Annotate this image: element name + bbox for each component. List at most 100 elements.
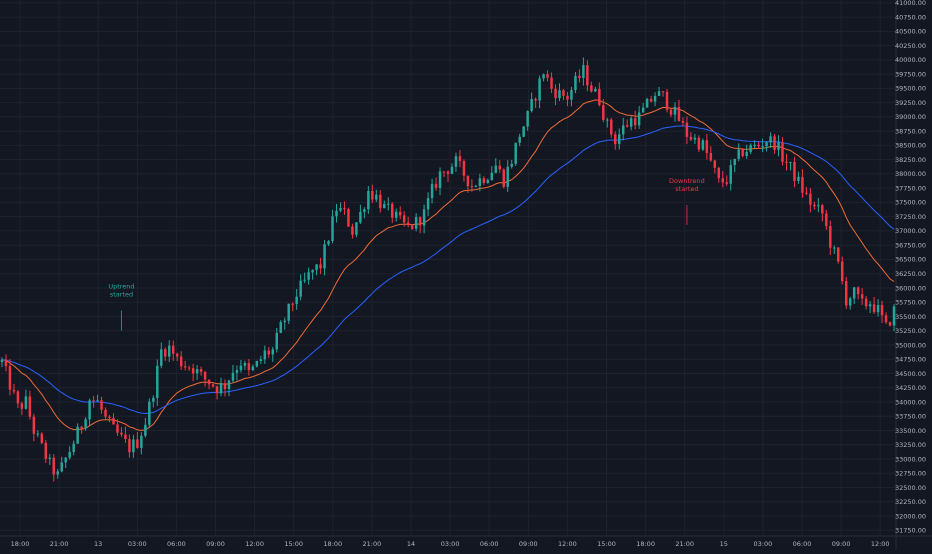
candle[interactable] bbox=[60, 456, 63, 473]
candle[interactable] bbox=[239, 359, 243, 373]
candle[interactable] bbox=[530, 92, 533, 113]
candle[interactable] bbox=[56, 468, 59, 479]
candle[interactable] bbox=[602, 99, 605, 123]
candle[interactable] bbox=[16, 389, 20, 408]
candle[interactable] bbox=[522, 125, 525, 138]
candle[interactable] bbox=[681, 117, 685, 127]
candle[interactable] bbox=[582, 57, 585, 86]
candle[interactable] bbox=[235, 365, 239, 381]
candle[interactable] bbox=[442, 171, 446, 177]
candle[interactable] bbox=[769, 132, 772, 148]
price-axis[interactable]: 31750.00 32000.00 32250.00 32500.00 32750.00… bbox=[895, 0, 926, 550]
candle[interactable] bbox=[128, 434, 131, 458]
candle[interactable] bbox=[144, 417, 147, 438]
candle[interactable] bbox=[498, 160, 502, 173]
candle[interactable] bbox=[426, 192, 430, 216]
candle[interactable] bbox=[227, 379, 231, 397]
candle[interactable] bbox=[510, 160, 513, 169]
candle[interactable] bbox=[852, 286, 856, 305]
candle[interactable] bbox=[8, 359, 12, 396]
candle[interactable] bbox=[697, 135, 701, 153]
candle[interactable] bbox=[793, 156, 796, 188]
candle[interactable] bbox=[351, 223, 354, 239]
candle[interactable] bbox=[574, 71, 577, 94]
candle[interactable] bbox=[884, 312, 888, 325]
candle[interactable] bbox=[96, 394, 99, 402]
candle[interactable] bbox=[339, 202, 342, 213]
candle[interactable] bbox=[554, 84, 557, 106]
candle[interactable] bbox=[398, 206, 402, 220]
candle[interactable] bbox=[175, 352, 179, 362]
candle[interactable] bbox=[191, 363, 195, 382]
candle[interactable] bbox=[319, 257, 322, 275]
candle[interactable] bbox=[876, 299, 880, 317]
candle[interactable] bbox=[848, 296, 852, 310]
candle[interactable] bbox=[164, 347, 167, 361]
candle[interactable] bbox=[148, 398, 151, 429]
candle[interactable] bbox=[610, 117, 613, 138]
candle[interactable] bbox=[478, 173, 482, 192]
candle[interactable] bbox=[737, 143, 740, 162]
candle[interactable] bbox=[120, 427, 123, 437]
candle[interactable] bbox=[367, 185, 370, 214]
candle[interactable] bbox=[124, 426, 127, 443]
candle[interactable] bbox=[669, 108, 673, 118]
candle[interactable] bbox=[183, 360, 187, 371]
candle[interactable] bbox=[383, 200, 386, 209]
candle[interactable] bbox=[729, 159, 732, 191]
candle[interactable] bbox=[665, 89, 669, 113]
candle[interactable] bbox=[502, 168, 505, 189]
candle[interactable] bbox=[586, 60, 589, 92]
candle[interactable] bbox=[52, 454, 55, 482]
candle[interactable] bbox=[44, 439, 48, 463]
candle[interactable] bbox=[825, 209, 828, 231]
candle[interactable] bbox=[709, 146, 713, 162]
candle[interactable] bbox=[267, 347, 271, 358]
candle[interactable] bbox=[160, 342, 163, 369]
candle[interactable] bbox=[132, 434, 135, 458]
candle[interactable] bbox=[868, 300, 872, 313]
candle[interactable] bbox=[255, 360, 259, 368]
candle[interactable] bbox=[705, 133, 709, 160]
candle[interactable] bbox=[753, 140, 756, 149]
candle[interactable] bbox=[219, 377, 223, 397]
candle[interactable] bbox=[112, 413, 115, 425]
candle[interactable] bbox=[299, 274, 302, 301]
candle[interactable] bbox=[833, 245, 836, 254]
candle[interactable] bbox=[414, 213, 418, 232]
candle[interactable] bbox=[363, 207, 366, 219]
candle[interactable] bbox=[689, 132, 693, 142]
candle[interactable] bbox=[837, 247, 840, 264]
candle[interactable] bbox=[291, 302, 294, 312]
candle[interactable] bbox=[717, 166, 721, 183]
candle[interactable] bbox=[410, 224, 414, 231]
candle[interactable] bbox=[359, 204, 362, 224]
candle[interactable] bbox=[518, 133, 521, 147]
candle[interactable] bbox=[355, 221, 358, 238]
candle[interactable] bbox=[813, 201, 816, 210]
candle[interactable] bbox=[590, 81, 593, 93]
candle[interactable] bbox=[805, 186, 808, 196]
candle[interactable] bbox=[243, 360, 247, 370]
candle[interactable] bbox=[466, 175, 470, 193]
candle[interactable] bbox=[749, 143, 752, 155]
candle[interactable] bbox=[817, 197, 820, 213]
candle[interactable] bbox=[550, 72, 553, 94]
candle[interactable] bbox=[406, 216, 410, 228]
candle[interactable] bbox=[761, 138, 764, 153]
candle[interactable] bbox=[203, 370, 207, 387]
candle[interactable] bbox=[821, 203, 824, 222]
candle[interactable] bbox=[48, 453, 52, 465]
candle[interactable] bbox=[36, 430, 40, 438]
candle[interactable] bbox=[566, 92, 569, 107]
candle[interactable] bbox=[649, 95, 653, 103]
candle[interactable] bbox=[275, 327, 278, 353]
candle[interactable] bbox=[295, 289, 298, 310]
candle[interactable] bbox=[741, 148, 744, 158]
candle[interactable] bbox=[618, 128, 621, 150]
candle[interactable] bbox=[116, 419, 119, 436]
candle[interactable] bbox=[757, 141, 760, 149]
candle[interactable] bbox=[168, 340, 171, 362]
candle[interactable] bbox=[713, 159, 717, 174]
